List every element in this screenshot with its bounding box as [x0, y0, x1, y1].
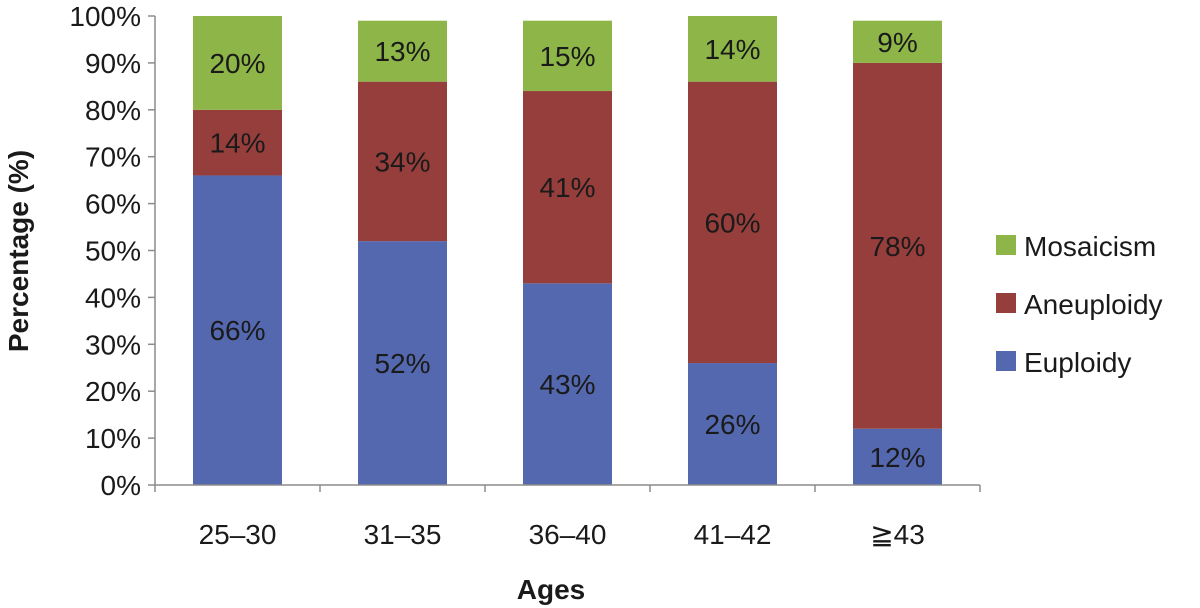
- data-label: 26%: [704, 409, 760, 440]
- bar-segment-mosaicism: [358, 20, 447, 82]
- bar-segment-aneuploidy: [523, 91, 612, 284]
- bar-segment-euploidy: [853, 428, 942, 485]
- legend-label: Mosaicism: [1024, 231, 1156, 262]
- y-tick-label: 60%: [85, 189, 141, 220]
- data-label: 13%: [374, 36, 430, 67]
- bar-segment-aneuploidy: [853, 62, 942, 429]
- y-tick-label: 20%: [85, 376, 141, 407]
- data-label: 15%: [539, 41, 595, 72]
- bar-segment-mosaicism: [523, 20, 612, 92]
- legend-swatch-mosaicism: [996, 235, 1016, 255]
- y-tick-label: 80%: [85, 95, 141, 126]
- bar-segment-mosaicism: [853, 20, 942, 63]
- bar-segment-mosaicism: [193, 16, 282, 110]
- y-tick-label: 50%: [85, 236, 141, 267]
- data-label: 66%: [209, 315, 265, 346]
- y-tick-label: 40%: [85, 282, 141, 313]
- y-tick-label: 0%: [101, 470, 141, 501]
- data-label: 12%: [869, 442, 925, 473]
- x-tick-label: 25–30: [199, 519, 277, 550]
- legend-label: Euploidy: [1024, 347, 1131, 378]
- data-label: 14%: [704, 34, 760, 65]
- data-label: 60%: [704, 207, 760, 238]
- data-label: 41%: [539, 172, 595, 203]
- x-tick-label: 36–40: [529, 519, 607, 550]
- x-tick-label: 41–42: [694, 519, 772, 550]
- legend: Mosaicism Aneuploidy Euploidy: [996, 231, 1163, 378]
- x-tick-label: ≧43: [870, 519, 925, 550]
- bars: 66% 14% 20% 52% 34% 13% 43% 41% 15% 26% 60% 14% 12% 7…: [193, 16, 942, 485]
- data-label: 14%: [209, 128, 265, 159]
- y-axis-title: Percentage (%): [3, 150, 34, 352]
- data-label: 9%: [877, 27, 917, 58]
- y-tick-label: 90%: [85, 48, 141, 79]
- bar-segment-mosaicism: [688, 16, 777, 82]
- bar-segment-aneuploidy: [193, 109, 282, 176]
- legend-swatch-aneuploidy: [996, 293, 1016, 313]
- y-tick-label: 10%: [85, 423, 141, 454]
- bar-segment-euploidy: [688, 363, 777, 485]
- y-tick-label: 70%: [85, 142, 141, 173]
- data-label: 78%: [869, 231, 925, 262]
- y-tick-label: 30%: [85, 329, 141, 360]
- y-tick-label: 100%: [69, 1, 141, 32]
- data-label: 52%: [374, 348, 430, 379]
- data-label: 20%: [209, 48, 265, 79]
- legend-swatch-euploidy: [996, 351, 1016, 371]
- data-label: 43%: [539, 369, 595, 400]
- bar-segment-aneuploidy: [688, 81, 777, 364]
- x-axis-title: Ages: [517, 574, 585, 605]
- data-label: 34%: [374, 146, 430, 177]
- bar-segment-aneuploidy: [358, 81, 447, 242]
- bar-segment-euploidy: [523, 283, 612, 485]
- x-axis: 25–30 31–35 36–40 41–42 ≧43: [154, 484, 981, 550]
- bar-segment-euploidy: [358, 241, 447, 485]
- x-tick-label: 31–35: [364, 519, 442, 550]
- bar-segment-euploidy: [193, 175, 282, 485]
- y-axis: 0% 10% 20% 30% 40% 50% 60% 70% 80% 90% 100%: [69, 1, 156, 501]
- legend-label: Aneuploidy: [1024, 289, 1163, 320]
